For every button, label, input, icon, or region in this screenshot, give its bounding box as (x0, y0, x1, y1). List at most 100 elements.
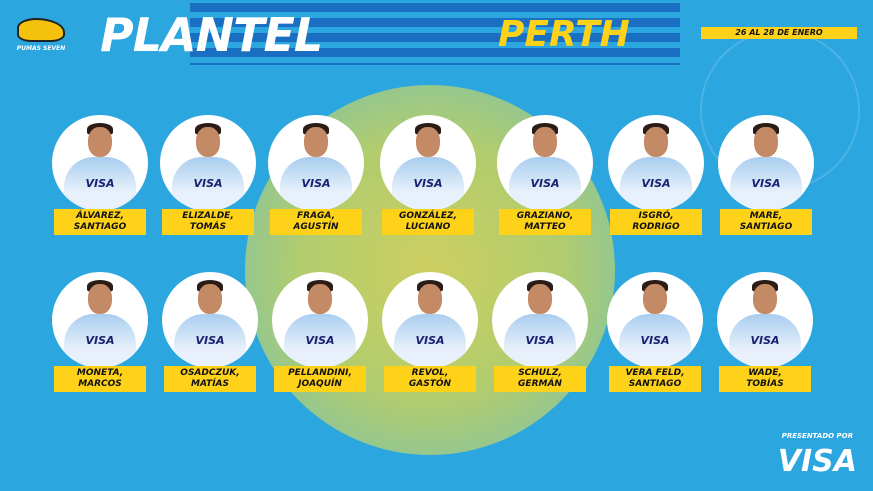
head (308, 284, 332, 314)
jersey-sponsor: VISA (195, 334, 225, 347)
jersey-sponsor: VISA (413, 177, 443, 190)
player-first-name: SANTIAGO (73, 222, 127, 232)
player-photo: VISA (268, 115, 364, 211)
player-last-name: WADE, (748, 368, 782, 378)
player-photo: VISA (497, 115, 593, 211)
jersey (619, 314, 691, 368)
jersey (172, 157, 244, 211)
player-photo: VISA (717, 272, 813, 368)
player-card: VISA GONZÁLEZ, LUCIANO (378, 115, 478, 235)
player-photo: VISA (718, 115, 814, 211)
player-photo: VISA (380, 115, 476, 211)
player-last-name: VERA FELD, (625, 368, 685, 378)
head (416, 127, 440, 157)
jersey-sponsor: VISA (640, 334, 670, 347)
player-first-name: MATÍAS (191, 379, 229, 389)
player-photo: VISA (272, 272, 368, 368)
visa-logo: VISA (777, 444, 857, 479)
player-card: VISA PELLANDINI, JOAQUÍN (270, 272, 370, 392)
head (533, 127, 557, 157)
pumas-seven-logo: PUMAS SEVEN (12, 18, 70, 52)
jersey-sponsor: VISA (85, 177, 115, 190)
jersey (504, 314, 576, 368)
head (88, 127, 112, 157)
jersey (64, 157, 136, 211)
player-card: VISA MARE, SANTIAGO (716, 115, 816, 235)
player-name-label: ÁLVAREZ, SANTIAGO (54, 209, 146, 235)
player-first-name: AGUSTÍN (293, 222, 339, 232)
jersey (620, 157, 692, 211)
player-first-name: SANTIAGO (628, 379, 682, 389)
player-last-name: ELIZALDE, (182, 211, 234, 221)
player-name-label: GONZÁLEZ, LUCIANO (382, 209, 474, 235)
puma-icon (17, 18, 65, 42)
player-last-name: OSADCZUK, (180, 368, 240, 378)
player-photo: VISA (162, 272, 258, 368)
player-first-name: RODRIGO (632, 222, 680, 232)
head (644, 127, 668, 157)
player-last-name: MONETA, (76, 368, 124, 378)
jersey (730, 157, 802, 211)
player-photo: VISA (52, 115, 148, 211)
player-first-name: GASTÓN (408, 379, 452, 389)
player-photo: VISA (160, 115, 256, 211)
player-name-label: GRAZIANO, MATTEO (499, 209, 591, 235)
jersey (280, 157, 352, 211)
player-name-label: WADE, TOBÍAS (719, 366, 811, 392)
head (643, 284, 667, 314)
jersey (174, 314, 246, 368)
player-last-name: GONZÁLEZ, (399, 211, 457, 221)
player-last-name: FRAGA, (297, 211, 335, 221)
jersey (729, 314, 801, 368)
jersey-sponsor: VISA (641, 177, 671, 190)
head (753, 284, 777, 314)
player-name-label: FRAGA, AGUSTÍN (270, 209, 362, 235)
head (754, 127, 778, 157)
player-first-name: MATTEO (524, 222, 566, 232)
jersey (509, 157, 581, 211)
player-name-label: MONETA, MARCOS (54, 366, 146, 392)
jersey (284, 314, 356, 368)
head (304, 127, 328, 157)
player-first-name: TOBÍAS (746, 379, 784, 389)
jersey-sponsor: VISA (305, 334, 335, 347)
player-last-name: GRAZIANO, (516, 211, 574, 221)
player-name-label: VERA FELD, SANTIAGO (609, 366, 701, 392)
player-card: VISA GRAZIANO, MATTEO (495, 115, 595, 235)
city-title: PERTH (498, 14, 630, 55)
player-photo: VISA (52, 272, 148, 368)
player-photo: VISA (608, 115, 704, 211)
jersey (394, 314, 466, 368)
head (88, 284, 112, 314)
jersey-sponsor: VISA (750, 334, 780, 347)
player-name-label: ELIZALDE, TOMÁS (162, 209, 254, 235)
player-card: VISA WADE, TOBÍAS (715, 272, 815, 392)
player-first-name: JOAQUÍN (298, 379, 342, 389)
jersey-sponsor: VISA (301, 177, 331, 190)
head (198, 284, 222, 314)
player-first-name: GERMÁN (518, 379, 562, 389)
date-banner: 26 AL 28 DE ENERO (701, 27, 857, 39)
player-first-name: LUCIANO (405, 222, 451, 232)
player-card: VISA VERA FELD, SANTIAGO (605, 272, 705, 392)
header-stripes (190, 3, 680, 65)
player-photo: VISA (492, 272, 588, 368)
player-card: VISA SCHULZ, GERMÁN (490, 272, 590, 392)
player-card: VISA ELIZALDE, TOMÁS (158, 115, 258, 235)
player-last-name: ÁLVAREZ, (76, 211, 124, 221)
player-name-label: ISGRÓ, RODRIGO (610, 209, 702, 235)
page-title: PLANTEL (100, 8, 323, 62)
player-card: VISA FRAGA, AGUSTÍN (266, 115, 366, 235)
player-name-label: SCHULZ, GERMÁN (494, 366, 586, 392)
player-first-name: MARCOS (78, 379, 122, 389)
jersey-sponsor: VISA (751, 177, 781, 190)
player-last-name: PELLANDINI, (288, 368, 352, 378)
head (528, 284, 552, 314)
player-last-name: REVOL, (411, 368, 449, 378)
player-card: VISA ÁLVAREZ, SANTIAGO (50, 115, 150, 235)
jersey-sponsor: VISA (530, 177, 560, 190)
player-last-name: ISGRÓ, (638, 211, 674, 221)
jersey-sponsor: VISA (525, 334, 555, 347)
player-first-name: SANTIAGO (739, 222, 793, 232)
player-card: VISA OSADCZUK, MATÍAS (160, 272, 260, 392)
